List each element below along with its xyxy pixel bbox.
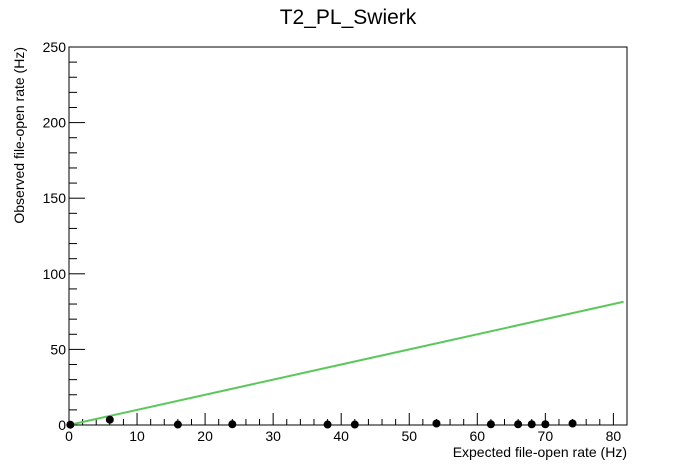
y-tick-label: 0 [58,417,66,433]
y-tick-label: 150 [43,190,67,206]
y-tick-label: 50 [50,341,66,357]
data-point [568,419,577,428]
x-tick-label: 20 [197,428,213,444]
plot-frame [68,46,628,426]
y-tick-label: 200 [43,115,67,131]
chart-title: T2_PL_Swierk [280,6,417,29]
data-point [173,420,182,429]
data-point [323,420,332,429]
y-axis-tick-labels: 0 50 100 150 200 250 [43,39,67,433]
x-tick-label: 30 [265,428,281,444]
data-point [432,419,441,428]
x-axis-label: Expected file-open rate (Hz) [453,444,627,460]
x-tick-label: 40 [333,428,349,444]
x-tick-label: 70 [538,428,554,444]
data-point [105,415,114,424]
data-point [541,420,550,429]
x-tick-label: 80 [606,428,622,444]
data-point [350,420,359,429]
y-axis-ticks [69,46,85,426]
y-axis-label: Observed file-open rate (Hz) [11,47,27,224]
y-tick-label: 100 [43,266,67,282]
data-point [66,420,75,429]
data-point [228,420,237,429]
x-tick-label: 50 [401,428,417,444]
x-tick-label: 10 [129,428,145,444]
data-point [486,420,495,429]
data-point [514,420,523,429]
x-tick-label: 0 [65,428,73,444]
fit-line [68,300,624,426]
x-axis-tick-labels: 0 10 20 30 40 50 60 70 80 [65,428,621,444]
data-point [527,420,536,429]
y-tick-label: 250 [43,39,67,55]
series-layer [66,300,624,429]
x-tick-label: 60 [470,428,486,444]
